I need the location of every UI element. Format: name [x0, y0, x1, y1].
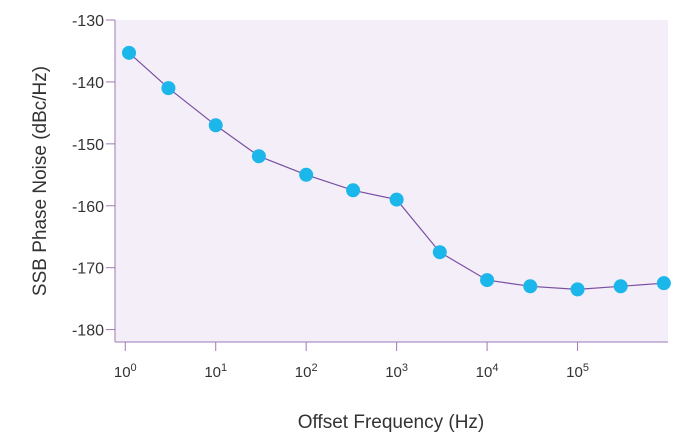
x-tick-label: 103: [385, 362, 408, 381]
data-point: [122, 45, 137, 60]
x-axis-title: Offset Frequency (Hz): [298, 412, 485, 433]
data-point: [389, 192, 404, 207]
plot-area: [115, 20, 668, 342]
data-point: [480, 273, 495, 288]
y-axis-ticks: -130 -140 -150 -160 -170 -180: [72, 13, 115, 340]
data-point: [523, 279, 538, 294]
y-axis-title: SSB Phase Noise (dBc/Hz): [30, 66, 51, 296]
x-tick-label: 100: [114, 362, 137, 381]
x-tick-label: 104: [476, 362, 499, 381]
y-tick-label: -140: [72, 75, 104, 92]
x-axis-ticks: 100 101 102 103 104 105: [114, 342, 589, 381]
data-markers: [122, 45, 671, 297]
data-point: [656, 276, 671, 291]
y-tick-label: -150: [72, 137, 104, 154]
data-point: [299, 167, 314, 182]
data-point: [346, 183, 361, 198]
y-tick-label: -180: [72, 323, 104, 340]
y-tick-label: -170: [72, 261, 104, 278]
x-tick-label: 102: [295, 362, 318, 381]
y-tick-label: -160: [72, 199, 104, 216]
data-point: [208, 118, 223, 133]
x-tick-label: 105: [566, 362, 589, 381]
x-tick-label: 101: [204, 362, 227, 381]
data-point: [161, 81, 176, 96]
data-point: [613, 279, 628, 294]
data-point: [432, 245, 447, 260]
data-point: [251, 149, 266, 164]
y-tick-label: -130: [72, 13, 104, 30]
data-point: [570, 282, 585, 297]
